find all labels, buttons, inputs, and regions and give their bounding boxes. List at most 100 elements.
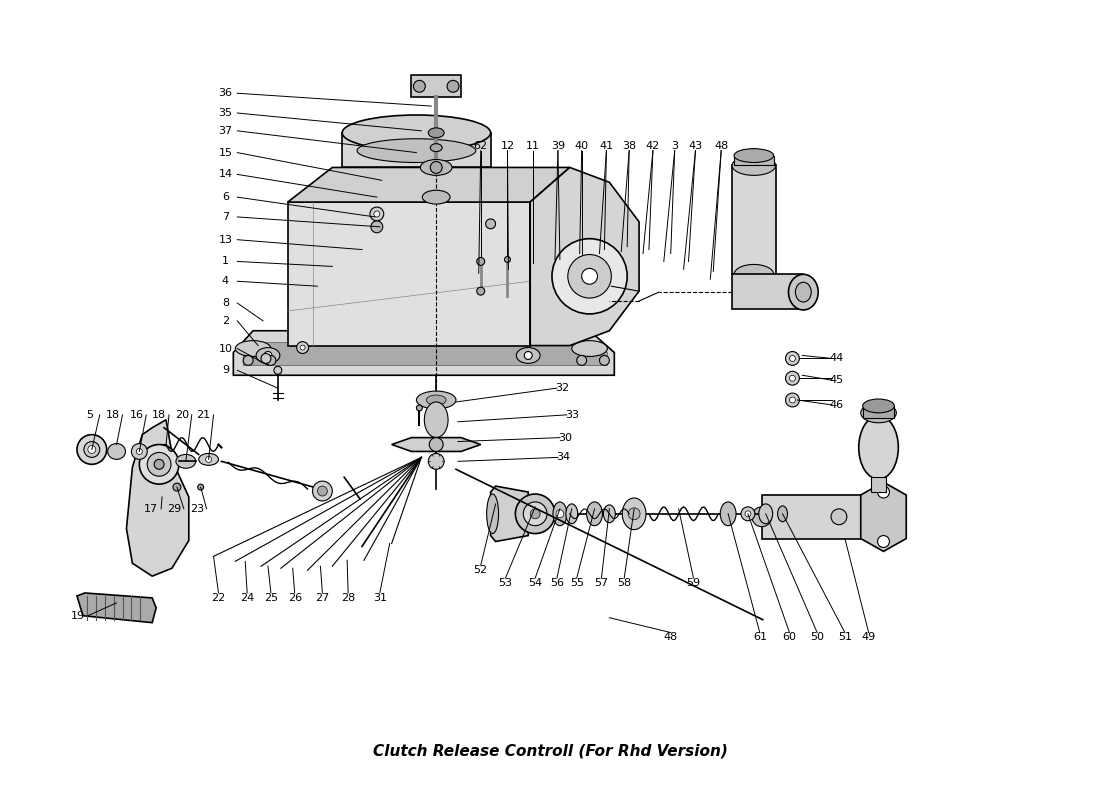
Circle shape xyxy=(154,459,164,470)
Circle shape xyxy=(790,355,795,362)
Ellipse shape xyxy=(553,502,566,526)
Text: 18: 18 xyxy=(152,410,166,420)
Text: 5: 5 xyxy=(86,410,94,420)
Ellipse shape xyxy=(342,115,491,150)
Text: 54: 54 xyxy=(528,578,542,588)
Text: 48: 48 xyxy=(714,141,728,150)
Text: 8: 8 xyxy=(222,298,229,308)
Circle shape xyxy=(198,484,204,490)
Circle shape xyxy=(429,438,443,451)
Polygon shape xyxy=(243,342,607,366)
Circle shape xyxy=(790,397,795,403)
Text: 13: 13 xyxy=(219,234,232,245)
Ellipse shape xyxy=(358,138,476,162)
Text: 30: 30 xyxy=(558,433,572,442)
Ellipse shape xyxy=(199,454,219,466)
Circle shape xyxy=(266,355,276,366)
Circle shape xyxy=(261,354,271,363)
Text: 7: 7 xyxy=(222,212,229,222)
Circle shape xyxy=(785,371,800,385)
Bar xyxy=(762,495,860,538)
Circle shape xyxy=(136,449,142,454)
Ellipse shape xyxy=(789,274,818,310)
Circle shape xyxy=(476,287,485,295)
Text: 33: 33 xyxy=(564,410,579,420)
Text: 3: 3 xyxy=(671,141,679,150)
Text: 53: 53 xyxy=(498,578,513,588)
Text: 45: 45 xyxy=(829,375,844,386)
Ellipse shape xyxy=(586,502,603,526)
Circle shape xyxy=(476,258,485,266)
Text: 15: 15 xyxy=(219,148,232,158)
Circle shape xyxy=(318,486,328,496)
Circle shape xyxy=(568,254,612,298)
Circle shape xyxy=(243,355,253,366)
Text: 52: 52 xyxy=(474,566,487,575)
Ellipse shape xyxy=(422,190,450,204)
Text: 6: 6 xyxy=(222,192,229,202)
Circle shape xyxy=(430,162,442,174)
Polygon shape xyxy=(77,593,156,622)
Circle shape xyxy=(274,366,282,374)
Ellipse shape xyxy=(486,494,498,534)
Circle shape xyxy=(790,375,795,381)
Ellipse shape xyxy=(420,159,452,175)
Polygon shape xyxy=(530,167,639,346)
Ellipse shape xyxy=(256,347,279,363)
Text: 51: 51 xyxy=(838,633,851,642)
Text: Clutch Release Controll (For Rhd Version): Clutch Release Controll (For Rhd Version… xyxy=(373,744,727,759)
Circle shape xyxy=(447,80,459,92)
Text: 48: 48 xyxy=(663,633,678,642)
Polygon shape xyxy=(288,167,570,202)
Polygon shape xyxy=(342,133,491,167)
Ellipse shape xyxy=(108,443,125,459)
Text: 24: 24 xyxy=(240,593,254,603)
Ellipse shape xyxy=(516,347,540,363)
Text: 32: 32 xyxy=(554,383,569,393)
Text: 50: 50 xyxy=(811,633,824,642)
Text: 25: 25 xyxy=(264,593,278,603)
Text: 26: 26 xyxy=(287,593,301,603)
Text: 12: 12 xyxy=(500,141,515,150)
Circle shape xyxy=(77,434,107,464)
Circle shape xyxy=(414,80,426,92)
Text: 2: 2 xyxy=(222,316,229,326)
Text: 21: 21 xyxy=(197,410,211,420)
Polygon shape xyxy=(288,202,530,346)
Ellipse shape xyxy=(417,391,456,409)
Circle shape xyxy=(84,442,100,458)
Bar xyxy=(734,155,773,166)
Text: 29: 29 xyxy=(167,504,182,514)
Polygon shape xyxy=(530,167,570,346)
Text: 56: 56 xyxy=(550,578,564,588)
Ellipse shape xyxy=(859,416,899,479)
Circle shape xyxy=(505,257,510,262)
Text: 19: 19 xyxy=(70,610,85,621)
Text: 14: 14 xyxy=(219,170,232,179)
Text: 44: 44 xyxy=(829,354,844,363)
Circle shape xyxy=(745,511,751,517)
Circle shape xyxy=(525,351,532,359)
Circle shape xyxy=(556,510,564,518)
Circle shape xyxy=(140,445,179,484)
Ellipse shape xyxy=(734,265,773,284)
Text: 60: 60 xyxy=(782,633,796,642)
Circle shape xyxy=(312,481,332,501)
Text: 59: 59 xyxy=(686,578,701,588)
Text: 46: 46 xyxy=(829,400,844,410)
Circle shape xyxy=(878,535,890,547)
Circle shape xyxy=(785,393,800,407)
Text: 55: 55 xyxy=(570,578,584,588)
Ellipse shape xyxy=(565,504,578,524)
Polygon shape xyxy=(392,438,481,451)
Bar xyxy=(870,477,887,492)
Text: 10: 10 xyxy=(219,343,232,354)
Circle shape xyxy=(830,509,847,525)
Ellipse shape xyxy=(235,341,271,357)
Circle shape xyxy=(173,483,180,491)
Bar xyxy=(411,75,461,97)
Circle shape xyxy=(264,351,272,359)
Ellipse shape xyxy=(720,502,736,526)
Text: 57: 57 xyxy=(594,578,608,588)
Text: 37: 37 xyxy=(219,126,232,136)
